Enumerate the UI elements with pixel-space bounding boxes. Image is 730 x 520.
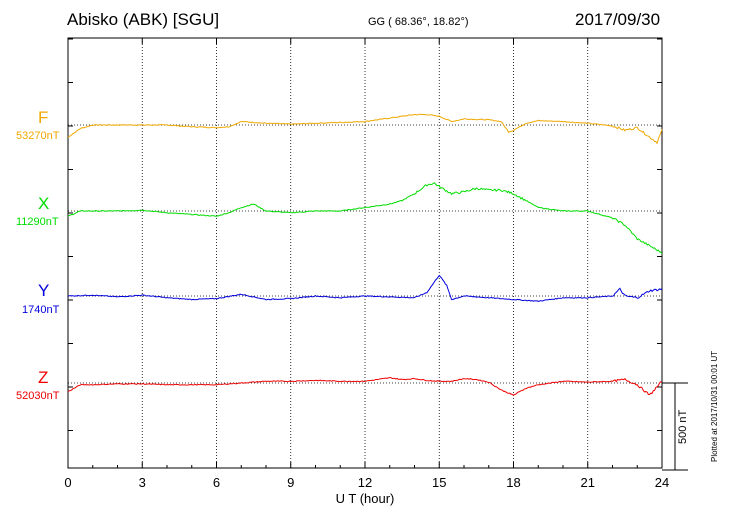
component-name-x: X [38, 194, 50, 213]
component-baseline-f: 53270nT [16, 130, 60, 142]
geographic-coordinates: GG ( 68.36°, 18.82°) [368, 16, 469, 28]
component-name-f: F [38, 108, 49, 127]
component-baseline-z: 52030nT [16, 390, 60, 402]
station-title: Abisko (ABK) [SGU] [67, 10, 220, 29]
x-axis-label: U T (hour) [336, 491, 395, 506]
component-baseline-x: 11290nT [16, 216, 59, 228]
component-baseline-f-wrap: 53270nT [16, 130, 59, 142]
component-label-z: Z [38, 368, 48, 388]
plot-frame [67, 37, 663, 469]
x-tick-label-0: 0 [64, 475, 71, 490]
series-line-x [67, 182, 663, 255]
x-tick-label-21: 21 [581, 475, 595, 490]
chart-date: 2017/09/30 [575, 10, 661, 29]
series-line-f [67, 113, 663, 145]
component-baseline-y-wrap: 1740nT [22, 304, 59, 316]
component-label-y: Y [38, 281, 49, 301]
x-tick-label-6: 6 [213, 475, 220, 490]
x-tick-label-18: 18 [506, 475, 520, 490]
x-tick-label-3: 3 [139, 475, 146, 490]
series-line-z [67, 376, 663, 396]
x-tick-label-12: 12 [358, 475, 372, 490]
component-baseline-y: 1740nT [22, 304, 60, 316]
component-name-y: Y [38, 281, 50, 300]
component-label-x: X [38, 194, 49, 214]
component-baseline-x-wrap: 11290nT [16, 216, 59, 228]
series-line-y [67, 274, 663, 303]
component-baseline-z-wrap: 52030nT [16, 390, 59, 402]
x-tick-label-15: 15 [432, 475, 446, 490]
x-tick-label-9: 9 [287, 475, 294, 490]
component-name-z: Z [38, 368, 49, 387]
plotted-timestamp: Plotted at 2017/10/31 00:01 UT [710, 350, 719, 462]
component-label-f: F [38, 108, 48, 128]
scale-bar-label: 500 nT [677, 409, 689, 444]
x-tick-label-24: 24 [655, 475, 669, 490]
